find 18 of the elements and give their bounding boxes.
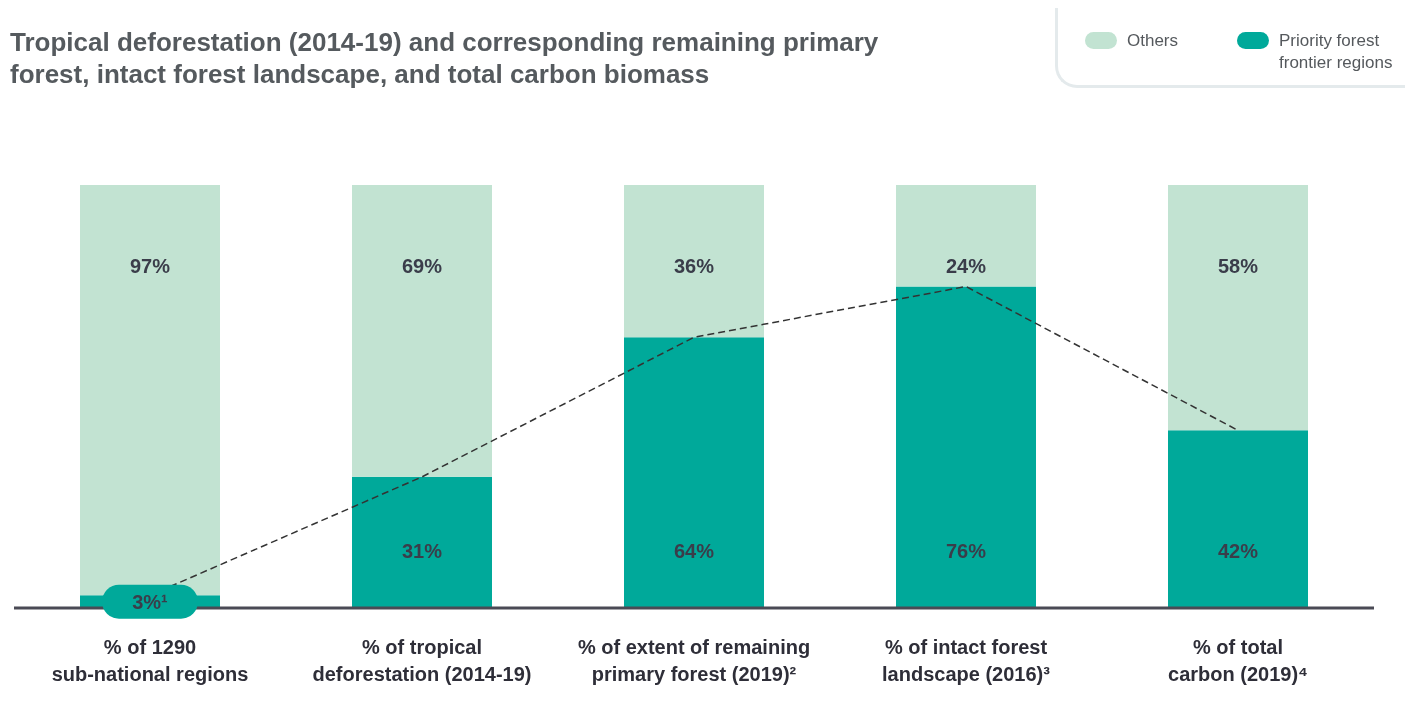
text: Tropical deforestation (2014-19) and corresponding remaining primary forest, intact forest landscape, and total carbon biomass	[10, 26, 880, 90]
x-tick-label: % of total carbon (2019)⁴	[1168, 636, 1308, 685]
data-label: 69%	[401, 255, 443, 277]
data-label: 97%	[129, 255, 171, 277]
data-label: 76%	[945, 540, 987, 562]
x-tick-label: % of intact forest landscape (2016)³	[882, 636, 1051, 685]
data-label: 64%	[673, 540, 715, 562]
x-tick-label: % of extent of remaining primary forest (2019)²	[577, 636, 811, 685]
data-label: 3%¹	[132, 590, 169, 613]
data-label: 36%	[673, 255, 715, 277]
x-tick-label: % of tropical deforestation (2014-19)	[312, 636, 532, 685]
legend-label: Others	[1127, 30, 1180, 52]
legend-label: Priority forest frontier regions	[1279, 30, 1394, 74]
x-tick-label: % of 1290 sub-national regions	[51, 636, 249, 685]
data-label: 31%	[401, 540, 443, 562]
data-label: 24%	[945, 255, 987, 277]
data-label: 42%	[1217, 540, 1259, 562]
data-label: 58%	[1217, 255, 1259, 277]
